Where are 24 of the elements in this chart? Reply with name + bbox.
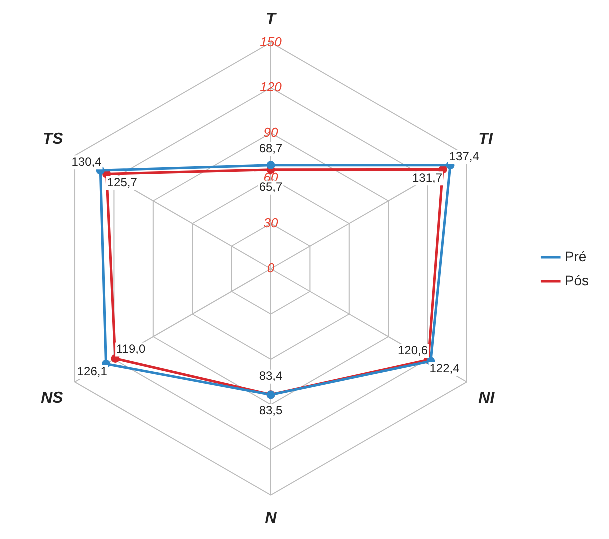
data-label: 120,6 <box>398 343 428 358</box>
spoke-label: NS <box>41 390 64 407</box>
spoke-label: N <box>265 510 278 527</box>
legend-label: Pós <box>564 272 589 288</box>
data-label: 83,5 <box>259 403 283 418</box>
y-tick-label: 150 <box>260 34 283 50</box>
y-tick-label: 90 <box>264 124 279 140</box>
data-label: 126,1 <box>77 364 108 378</box>
data-label: 131,7 <box>412 170 443 185</box>
data-label: 119,0 <box>116 342 146 356</box>
data-label: 122,4 <box>430 362 460 376</box>
y-tick-label: 0 <box>267 260 276 276</box>
spoke-label: T <box>266 11 278 28</box>
spoke-label: TI <box>478 130 494 148</box>
legend-label: Pré <box>564 248 587 264</box>
data-label: 83,4 <box>259 369 283 384</box>
spoke-label: TS <box>42 130 64 148</box>
data-label: 130,4 <box>72 154 102 169</box>
y-tick-label: 120 <box>260 80 283 95</box>
y-tick-label: 30 <box>264 215 279 230</box>
data-label: 68,7 <box>259 142 283 156</box>
spoke-label: NI <box>478 390 496 407</box>
data-label: 125,7 <box>107 175 138 190</box>
data-label: 137,4 <box>449 150 480 164</box>
